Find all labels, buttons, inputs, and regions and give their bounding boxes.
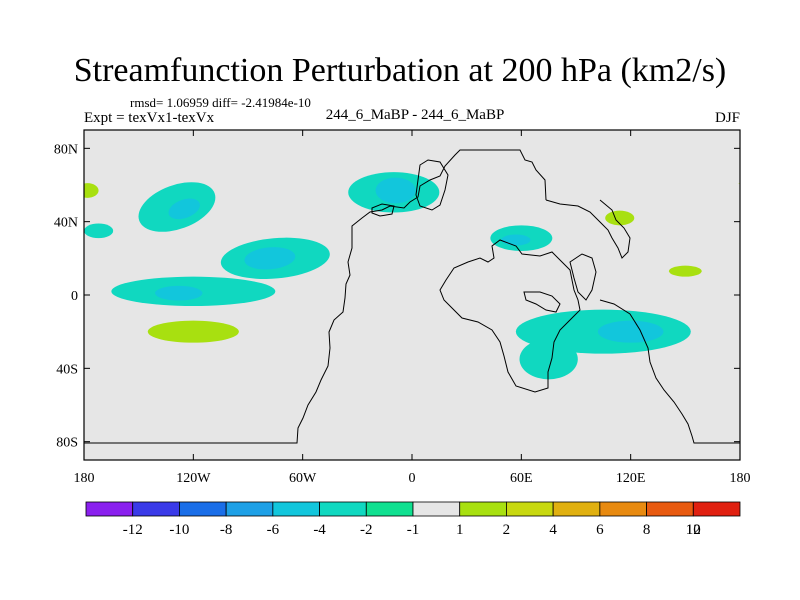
colorbar-box <box>552 501 601 517</box>
colorbar-label: 2 <box>503 522 511 538</box>
colorbar-boxes <box>85 501 741 517</box>
colorbar-label: -10 <box>169 522 189 538</box>
contour-high-w-pacific-band <box>84 237 169 280</box>
y-tick-label: 0 <box>71 289 78 304</box>
colorbar-box <box>599 501 647 517</box>
y-tick-label: 40N <box>54 216 78 231</box>
colorbar-box <box>692 501 741 517</box>
colorbar-box <box>412 501 461 517</box>
coastline-iceland <box>371 203 395 217</box>
contour-high-s-edge-e <box>725 324 740 347</box>
colorbar-label: 4 <box>549 522 557 538</box>
contour-low-s-indian-core <box>597 320 664 343</box>
colorbar-box <box>646 501 694 517</box>
contour-high-indochina-core <box>668 265 702 277</box>
colorbar-label: -4 <box>313 522 326 538</box>
x-tick-label: 60E <box>510 471 533 486</box>
contour-high-s-atlantic-edge <box>291 295 358 314</box>
x-tick-label: 180 <box>74 471 95 486</box>
colorbar-box <box>225 501 274 517</box>
y-tick-label: 80S <box>56 436 78 451</box>
x-tick-label: 60W <box>289 471 317 486</box>
colorbar-label: -12 <box>123 522 143 538</box>
coastlines <box>84 149 740 444</box>
colorbar-box <box>365 501 414 517</box>
contour-fills <box>84 164 740 380</box>
contour-low-ne-pacific-core <box>168 198 200 220</box>
coastline-americas <box>84 149 547 444</box>
colorbar-box <box>132 501 180 517</box>
coastline-eurasia <box>545 199 631 259</box>
colorbar-box <box>272 501 320 517</box>
contour-high-indochina <box>597 245 737 290</box>
colorbar-box <box>179 501 227 517</box>
contour-low-mid-pacific-n-core <box>155 285 203 301</box>
case-label: 244_6_MaBP - 244_6_MaBP <box>325 107 505 123</box>
colorbar-box <box>459 501 507 517</box>
x-tick-label: 120W <box>176 471 211 486</box>
colorbar-label: -8 <box>220 522 233 538</box>
colorbar-box <box>85 501 134 517</box>
colorbar-label: 8 <box>643 522 651 538</box>
contour-low-central-pacific-core <box>244 247 296 270</box>
y-tick-label: 40S <box>56 362 78 377</box>
coastline-india <box>569 253 597 301</box>
colorbar-label: 12 <box>686 522 701 538</box>
x-tick-label: 120E <box>616 471 646 486</box>
experiment-label: Expt = texVx1-texVx <box>84 110 215 126</box>
season-label: DJF <box>714 110 740 126</box>
contour-high-s-pacific-core <box>147 320 239 343</box>
stats-label: rmsd= 1.06959 diff= -2.41984e-10 <box>130 95 311 110</box>
colorbar-label: 1 <box>456 522 464 538</box>
coastline-australia <box>599 299 740 444</box>
x-tick-label: 180 <box>730 471 751 486</box>
colorbar-box <box>319 501 367 517</box>
colorbar-label: 10 <box>686 522 701 538</box>
chart-title: Streamfunction Perturbation at 200 hPa (… <box>73 52 727 89</box>
contour-high-siberia <box>494 164 604 198</box>
contour-high-e-pacific-ridge <box>699 179 740 235</box>
contour-low-w-pacific-small <box>84 223 114 239</box>
contour-low-s-africa-ext <box>519 339 578 380</box>
y-tick-label: 80N <box>54 142 78 157</box>
colorbar-label: -2 <box>360 522 373 538</box>
contour-high-asia-core <box>605 210 635 226</box>
x-tick-label: 0 <box>409 471 416 486</box>
coastline-africa <box>439 239 581 393</box>
colorbar-label: -6 <box>267 522 280 538</box>
contour-high-n-pacific-w-core <box>84 183 99 198</box>
colorbar-label: 6 <box>596 522 604 538</box>
colorbar-label: -1 <box>407 522 420 538</box>
contour-high-n-pacific-w <box>84 166 132 211</box>
contour-low-n-atlantic-core <box>375 177 416 204</box>
coastline-arabia <box>523 291 561 313</box>
colorbar-box <box>506 501 554 517</box>
coastline-greenland <box>415 159 449 211</box>
axes: 180 120W 60W 0 60E 120E 180 80N 40N 0 40S 80S <box>54 130 751 486</box>
